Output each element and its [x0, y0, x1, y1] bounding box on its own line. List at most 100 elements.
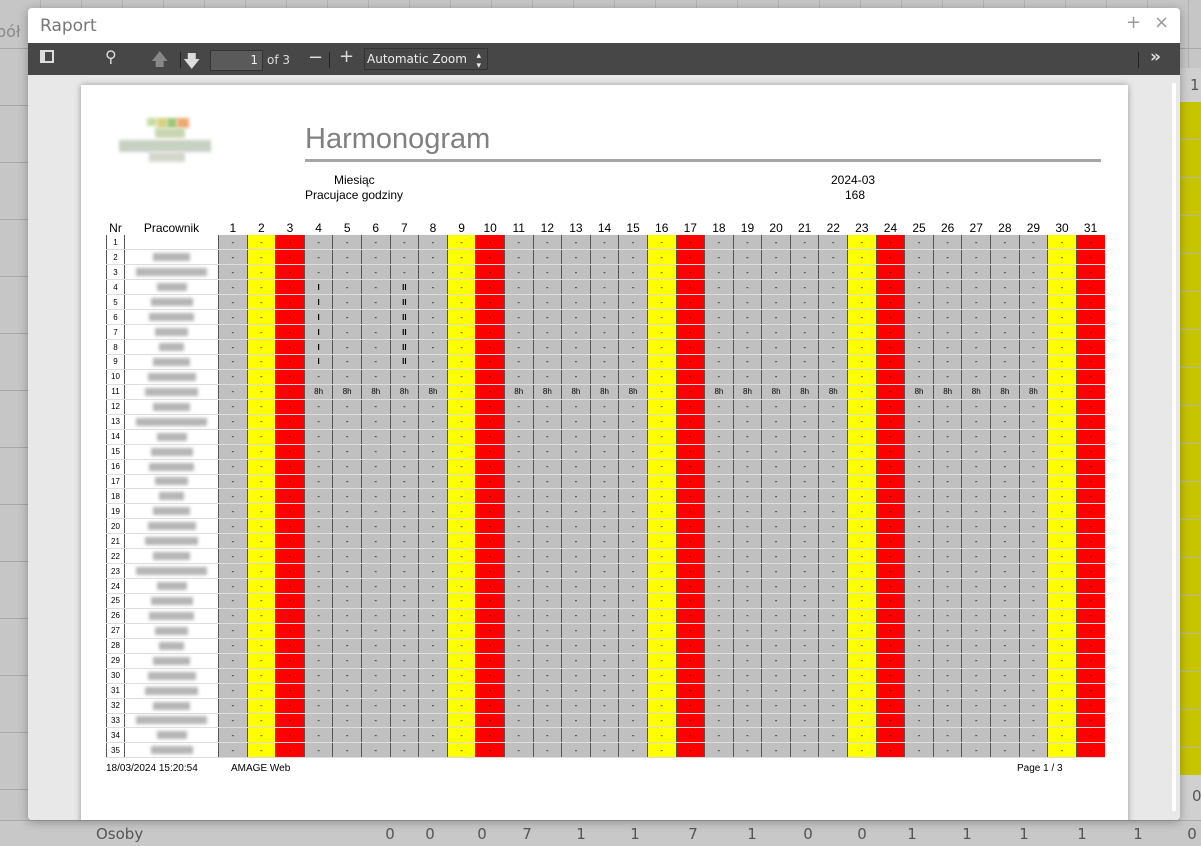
schedule-cell: - — [847, 563, 877, 580]
schedule-cell: - — [332, 518, 362, 535]
schedule-cell: - — [275, 698, 305, 714]
schedule-cell: 8h — [1018, 384, 1048, 400]
schedule-cell: - — [418, 608, 448, 624]
previous-page-icon[interactable]: 🡅 — [151, 50, 169, 70]
schedule-cell: - — [761, 235, 791, 251]
schedule-cell: - — [446, 294, 476, 311]
schedule-cell: - — [246, 294, 276, 311]
schedule-cell: - — [360, 414, 391, 430]
schedule-cell: - — [818, 548, 848, 565]
schedule-cell: - — [961, 488, 991, 505]
schedule-cell: - — [218, 324, 248, 341]
row-number: 15 — [106, 444, 125, 460]
employee-name-redacted — [124, 429, 219, 445]
schedule-cell: - — [503, 264, 534, 281]
schedule-cell: - — [818, 429, 848, 445]
search-icon[interactable]: ⚲ — [105, 47, 117, 66]
schedule-cell: - — [532, 474, 562, 490]
zoom-out-icon[interactable]: − — [308, 47, 324, 68]
schedule-cell: - — [618, 399, 648, 415]
schedule-cell: - — [561, 503, 591, 520]
schedule-cell: - — [1047, 518, 1077, 535]
next-page-icon[interactable]: 🡇 — [183, 52, 201, 72]
schedule-cell: - — [990, 548, 1020, 565]
schedule-cell: - — [418, 414, 448, 430]
row-number: 4 — [106, 279, 125, 296]
employee-name-redacted — [124, 339, 219, 355]
schedule-cell: - — [218, 533, 248, 550]
footer-timestamp: 18/03/2024 15:20:54 — [106, 763, 198, 774]
row-number: 22 — [106, 548, 125, 565]
schedule-cell: - — [818, 444, 848, 460]
zoom-in-icon[interactable]: + — [339, 46, 355, 67]
schedule-cell: - — [1075, 713, 1105, 729]
zoom-select[interactable]: Automatic Zoom ▴ ▾ — [364, 48, 488, 71]
schedule-cell: - — [932, 533, 962, 550]
schedule-cell: - — [1047, 354, 1077, 370]
schedule-cell: - — [475, 294, 505, 311]
schedule-cell: - — [875, 249, 905, 266]
schedule-cell: - — [847, 698, 877, 714]
employee-name-redacted — [124, 444, 219, 460]
sidebar-toggle-icon[interactable] — [40, 50, 54, 63]
schedule-cell: - — [904, 518, 934, 535]
row-number: 17 — [106, 474, 125, 490]
schedule-cell: - — [1018, 279, 1048, 296]
maximize-icon[interactable]: + — [1126, 12, 1142, 33]
schedule-cell: - — [418, 354, 448, 370]
schedule-cell: I — [303, 324, 333, 341]
schedule-cell: - — [589, 429, 619, 445]
schedule-cell: - — [532, 533, 562, 550]
schedule-cell: - — [218, 429, 248, 445]
schedule-cell: - — [1018, 488, 1048, 505]
page-number-input[interactable]: 1 — [210, 50, 263, 71]
column-header-day: 29 — [1026, 220, 1041, 235]
pdf-toolbar: ⚲ 🡅 🡇 1 of 3 − + Automatic Zoom ▴ ▾ » — [28, 43, 1180, 75]
schedule-cell: - — [275, 518, 305, 535]
schedule-cell: - — [875, 638, 905, 654]
schedule-cell: - — [532, 608, 562, 624]
schedule-cell: - — [961, 235, 991, 251]
schedule-cell: - — [475, 608, 505, 624]
schedule-cell: - — [561, 414, 591, 430]
schedule-cell: - — [732, 742, 762, 759]
employee-name-redacted — [124, 309, 219, 326]
schedule-cell: - — [675, 608, 705, 624]
schedule-cell: - — [561, 264, 591, 281]
schedule-cell: - — [532, 518, 562, 535]
schedule-cell: - — [904, 608, 934, 624]
schedule-cell: - — [1075, 742, 1105, 759]
close-icon[interactable]: × — [1154, 12, 1170, 33]
schedule-cell: - — [704, 518, 734, 535]
schedule-cell: - — [389, 668, 419, 684]
schedule-cell: - — [761, 533, 791, 550]
schedule-cell: - — [360, 294, 391, 311]
row-number: 18 — [106, 488, 125, 505]
schedule-cell: - — [875, 668, 905, 684]
row-number: 24 — [106, 578, 125, 594]
schedule-cell: - — [1047, 459, 1077, 475]
tools-menu-icon[interactable]: » — [1150, 47, 1161, 67]
schedule-cell: - — [532, 623, 562, 639]
column-header-day: 2 — [258, 220, 265, 235]
schedule-cell: - — [761, 444, 791, 460]
viewer-scrollbar[interactable] — [1172, 83, 1176, 811]
employee-name-redacted — [124, 503, 219, 520]
schedule-cell: - — [303, 533, 333, 550]
schedule-cell: - — [532, 727, 562, 744]
row-number: 11 — [106, 384, 125, 400]
schedule-cell: - — [246, 324, 276, 341]
table-row: 18- - - - - - - - - - - - - - - - - - - - - - - - - - - - - - - — [106, 488, 1105, 505]
schedule-cell: - — [1047, 653, 1077, 669]
schedule-cell: - — [732, 264, 762, 281]
table-row: 12- - - - - - - - - - - - - - - - - - - - - - - - - - - - - - - — [106, 399, 1105, 415]
schedule-cell: - — [618, 638, 648, 654]
schedule-cell: - — [475, 533, 505, 550]
schedule-cell: - — [246, 249, 276, 266]
pdf-viewer: Harmonogram Miesiąc 2024-03 Pracujace go… — [28, 75, 1180, 820]
schedule-cell: - — [1075, 235, 1105, 251]
schedule-cell: - — [561, 488, 591, 505]
row-number: 35 — [106, 742, 125, 759]
schedule-cell: - — [761, 518, 791, 535]
schedule-cell: - — [847, 339, 877, 355]
